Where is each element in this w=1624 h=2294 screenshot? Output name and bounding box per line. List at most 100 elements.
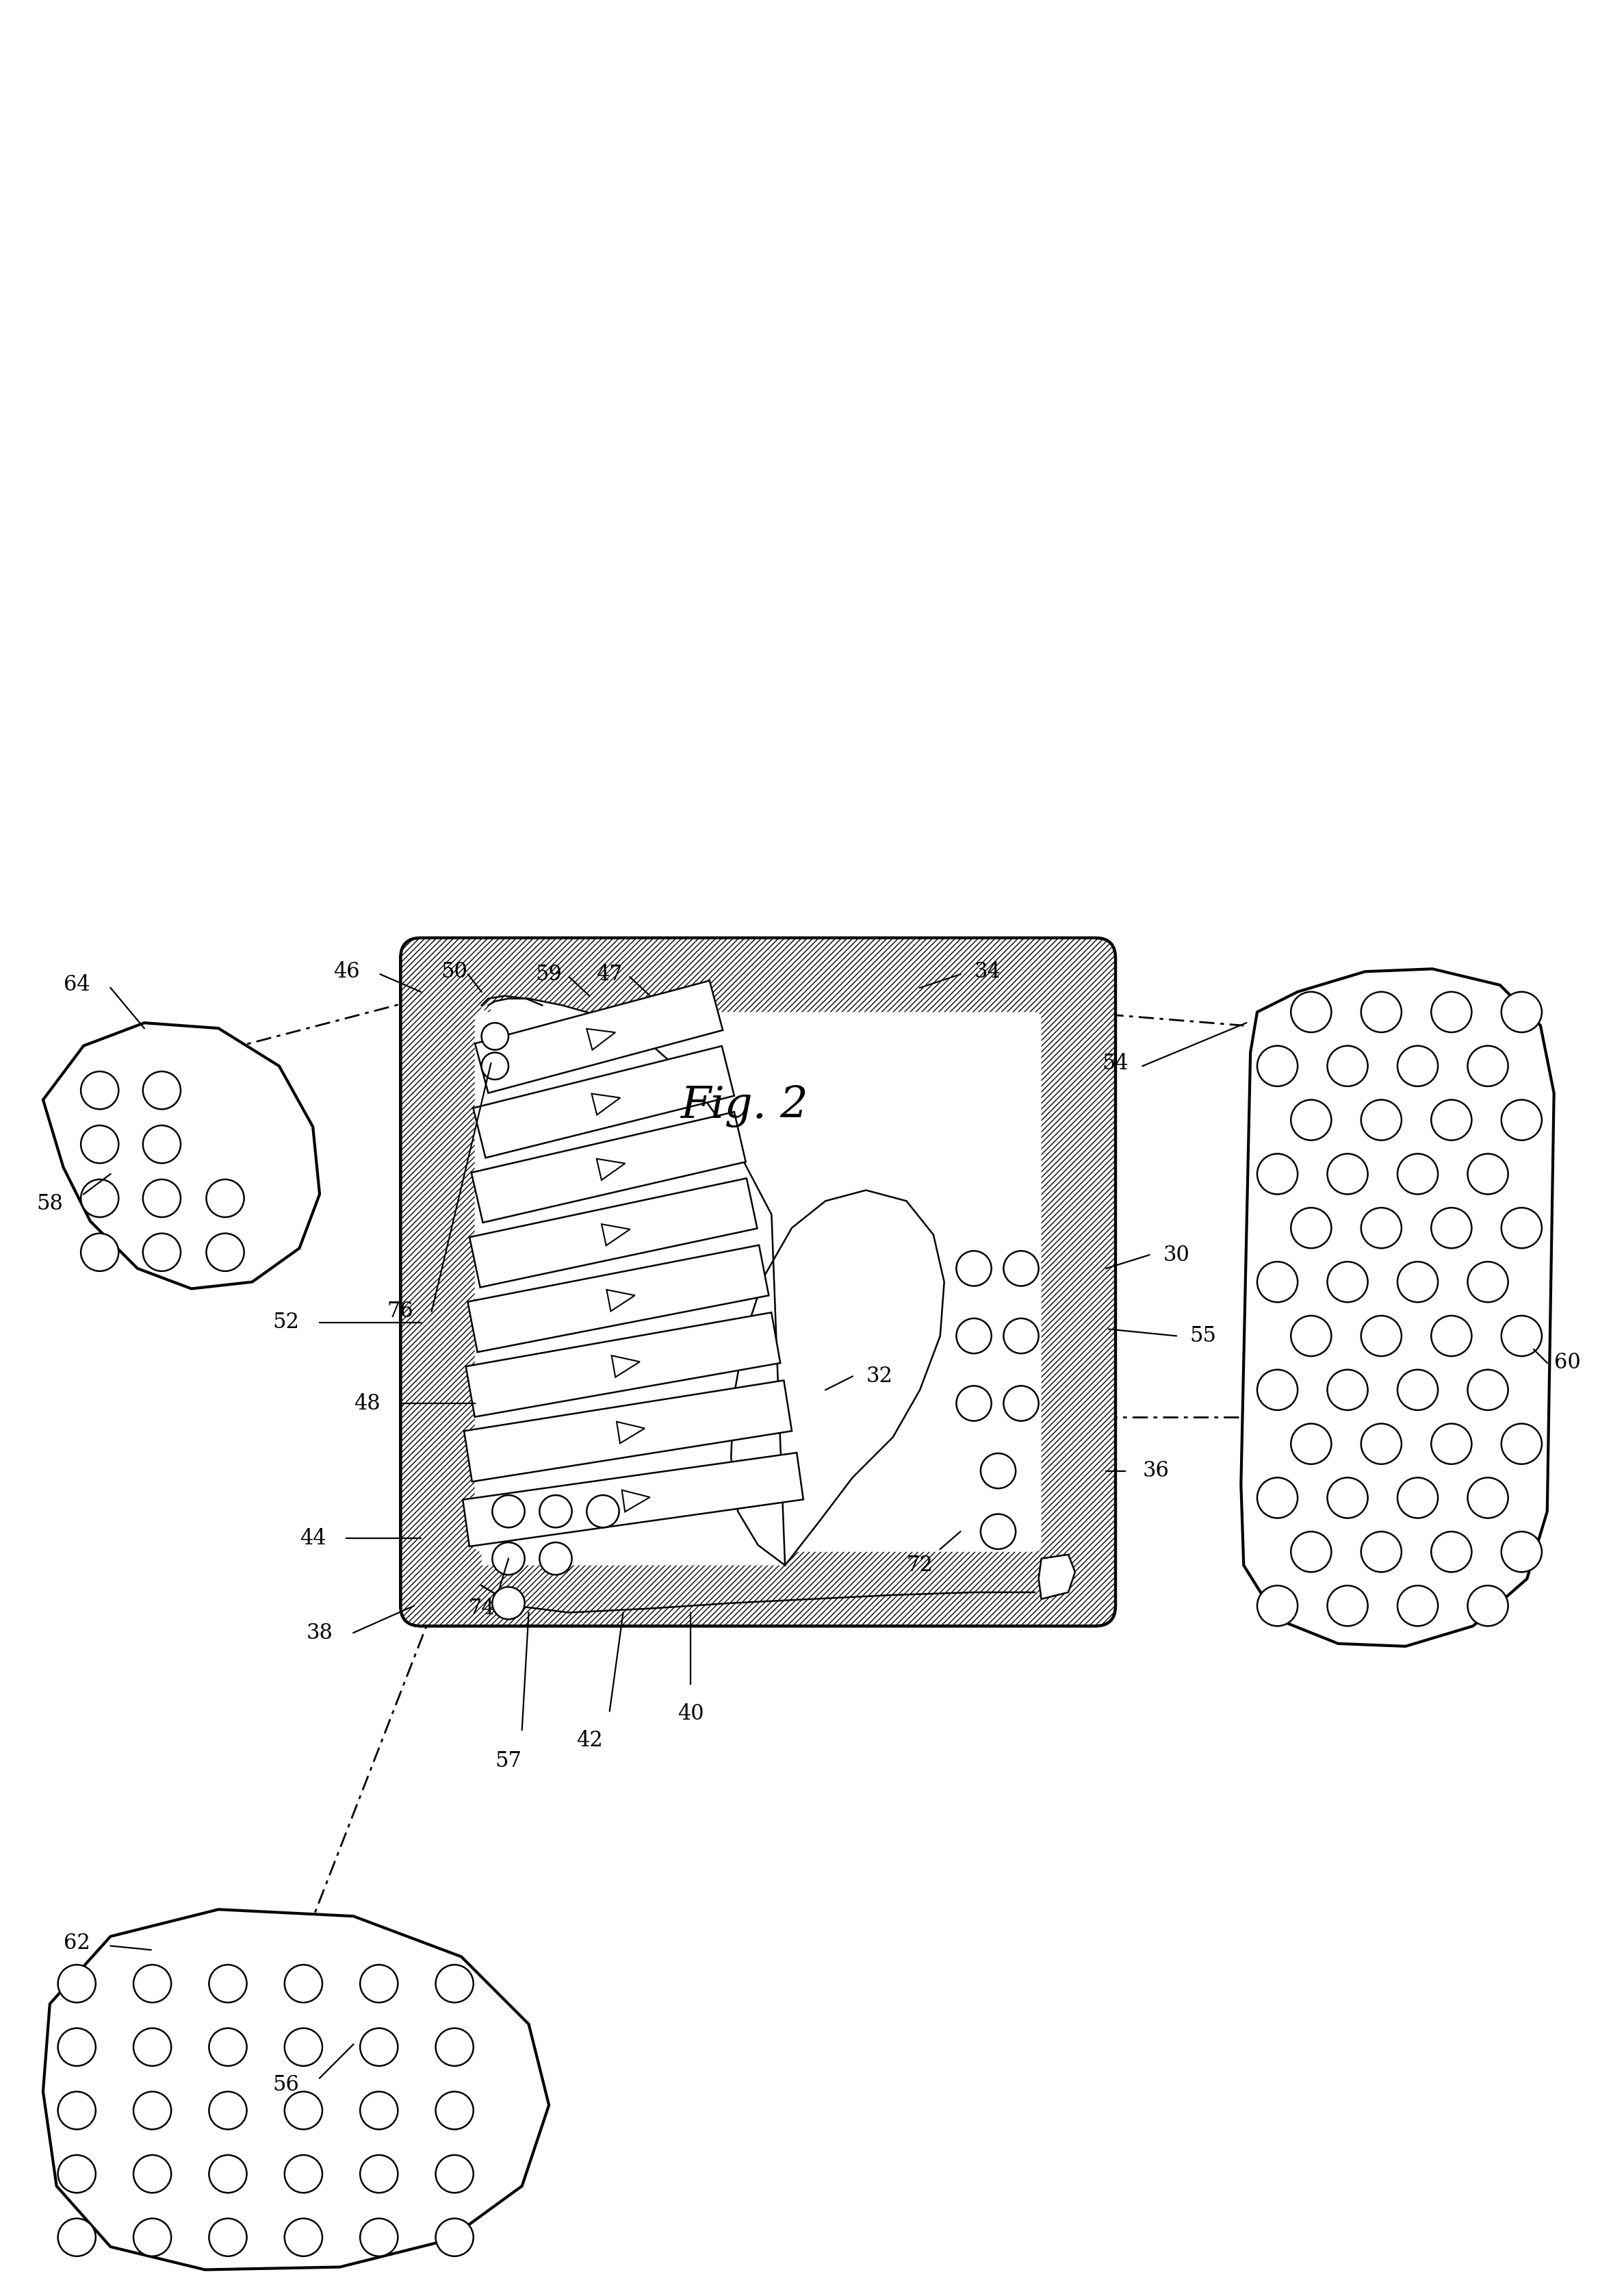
Circle shape bbox=[81, 1234, 119, 1271]
Circle shape bbox=[133, 2028, 171, 2067]
Circle shape bbox=[1398, 1262, 1437, 1303]
Text: 64: 64 bbox=[63, 975, 89, 996]
Circle shape bbox=[284, 1964, 322, 2003]
Polygon shape bbox=[471, 1113, 745, 1223]
Circle shape bbox=[284, 2218, 322, 2257]
Circle shape bbox=[481, 1023, 508, 1051]
Circle shape bbox=[209, 1964, 247, 2003]
Circle shape bbox=[539, 1542, 572, 1574]
Circle shape bbox=[58, 1964, 96, 2003]
Text: 47: 47 bbox=[596, 963, 624, 984]
Polygon shape bbox=[1241, 968, 1554, 1647]
Circle shape bbox=[133, 2154, 171, 2193]
Circle shape bbox=[209, 2218, 247, 2257]
Text: 56: 56 bbox=[273, 2074, 299, 2094]
Circle shape bbox=[492, 1542, 525, 1574]
Polygon shape bbox=[473, 1046, 734, 1158]
Polygon shape bbox=[474, 980, 723, 1092]
Polygon shape bbox=[464, 1381, 793, 1482]
Circle shape bbox=[1257, 1477, 1298, 1519]
Circle shape bbox=[435, 1964, 474, 2003]
Circle shape bbox=[1431, 1207, 1471, 1248]
Circle shape bbox=[361, 2154, 398, 2193]
Circle shape bbox=[1398, 1154, 1437, 1195]
Circle shape bbox=[1291, 1207, 1332, 1248]
Circle shape bbox=[58, 2092, 96, 2129]
Text: 52: 52 bbox=[273, 1312, 299, 1333]
Text: Fig. 2: Fig. 2 bbox=[680, 1085, 809, 1129]
Polygon shape bbox=[463, 1452, 804, 1546]
Text: 40: 40 bbox=[677, 1702, 703, 1725]
Circle shape bbox=[361, 1964, 398, 2003]
Text: 32: 32 bbox=[866, 1365, 893, 1388]
Circle shape bbox=[81, 1126, 119, 1163]
Circle shape bbox=[1468, 1585, 1509, 1626]
Circle shape bbox=[143, 1071, 180, 1110]
Circle shape bbox=[1004, 1386, 1039, 1420]
Circle shape bbox=[209, 2154, 247, 2193]
Circle shape bbox=[435, 2092, 474, 2129]
Circle shape bbox=[1431, 991, 1471, 1032]
Circle shape bbox=[143, 1126, 180, 1163]
Circle shape bbox=[1291, 1317, 1332, 1356]
Circle shape bbox=[1361, 1532, 1402, 1571]
Circle shape bbox=[492, 1587, 525, 1620]
Circle shape bbox=[58, 2028, 96, 2067]
Circle shape bbox=[1361, 1099, 1402, 1140]
Circle shape bbox=[1468, 1477, 1509, 1519]
Circle shape bbox=[981, 1454, 1015, 1489]
Circle shape bbox=[1501, 1099, 1541, 1140]
Text: 76: 76 bbox=[387, 1301, 414, 1321]
Text: 55: 55 bbox=[1190, 1326, 1216, 1347]
Polygon shape bbox=[468, 1246, 768, 1351]
Circle shape bbox=[435, 2154, 474, 2193]
Circle shape bbox=[1257, 1262, 1298, 1303]
Circle shape bbox=[361, 2218, 398, 2257]
Polygon shape bbox=[469, 1179, 757, 1287]
FancyBboxPatch shape bbox=[401, 938, 1116, 1626]
Circle shape bbox=[981, 1514, 1015, 1548]
Polygon shape bbox=[1039, 1555, 1075, 1599]
Circle shape bbox=[1431, 1425, 1471, 1464]
Circle shape bbox=[957, 1386, 991, 1420]
Circle shape bbox=[1468, 1370, 1509, 1411]
Text: 38: 38 bbox=[307, 1622, 333, 1643]
Circle shape bbox=[206, 1179, 244, 1218]
Circle shape bbox=[435, 2028, 474, 2067]
Circle shape bbox=[1291, 1099, 1332, 1140]
Circle shape bbox=[1257, 1046, 1298, 1087]
Circle shape bbox=[1257, 1585, 1298, 1626]
Circle shape bbox=[1361, 1317, 1402, 1356]
Text: 46: 46 bbox=[333, 961, 361, 982]
Circle shape bbox=[1431, 1532, 1471, 1571]
Circle shape bbox=[1468, 1046, 1509, 1087]
Text: 48: 48 bbox=[354, 1392, 380, 1413]
Circle shape bbox=[1327, 1046, 1367, 1087]
Circle shape bbox=[58, 2154, 96, 2193]
Circle shape bbox=[1361, 1207, 1402, 1248]
Circle shape bbox=[1327, 1585, 1367, 1626]
Circle shape bbox=[1291, 991, 1332, 1032]
FancyBboxPatch shape bbox=[474, 1012, 1041, 1551]
Circle shape bbox=[133, 2218, 171, 2257]
Circle shape bbox=[1398, 1370, 1437, 1411]
Polygon shape bbox=[44, 1909, 549, 2269]
Text: 30: 30 bbox=[1163, 1243, 1189, 1266]
Circle shape bbox=[209, 2092, 247, 2129]
Circle shape bbox=[1398, 1477, 1437, 1519]
Circle shape bbox=[1257, 1370, 1298, 1411]
Circle shape bbox=[284, 2092, 322, 2129]
Circle shape bbox=[206, 1234, 244, 1271]
Circle shape bbox=[1004, 1250, 1039, 1287]
Circle shape bbox=[435, 2218, 474, 2257]
Text: 54: 54 bbox=[1103, 1053, 1129, 1074]
Circle shape bbox=[1257, 1154, 1298, 1195]
Circle shape bbox=[284, 2154, 322, 2193]
Circle shape bbox=[957, 1319, 991, 1353]
Text: 72: 72 bbox=[906, 1555, 934, 1576]
Circle shape bbox=[133, 2092, 171, 2129]
Text: 50: 50 bbox=[442, 961, 468, 982]
Circle shape bbox=[1501, 1532, 1541, 1571]
Polygon shape bbox=[481, 998, 784, 1565]
Circle shape bbox=[143, 1234, 180, 1271]
